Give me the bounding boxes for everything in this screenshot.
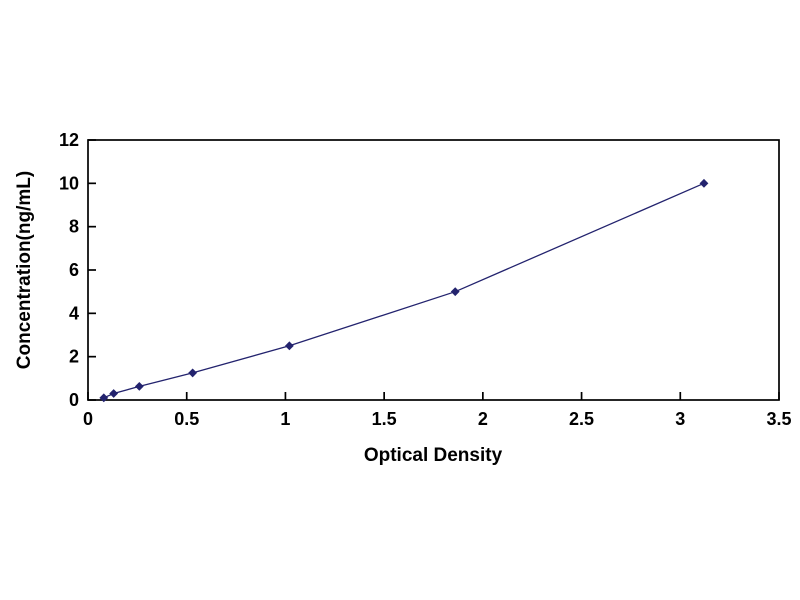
data-point-marker xyxy=(188,368,198,378)
y-tick-label: 6 xyxy=(69,260,79,280)
y-tick-label: 8 xyxy=(69,217,79,237)
x-tick-label: 1.5 xyxy=(372,409,397,429)
data-point-marker xyxy=(284,341,294,351)
y-axis-label: Concentration(ng/mL) xyxy=(14,171,35,369)
x-tick-label: 1 xyxy=(280,409,290,429)
x-tick-label: 3 xyxy=(675,409,685,429)
x-tick-label: 3.5 xyxy=(766,409,791,429)
y-tick-label: 4 xyxy=(69,303,79,323)
x-axis-label: Optical Density xyxy=(364,445,503,466)
x-tick-label: 2 xyxy=(478,409,488,429)
x-tick-label: 0 xyxy=(83,409,93,429)
data-point-marker xyxy=(450,287,460,297)
y-tick-label: 2 xyxy=(69,347,79,367)
data-point-marker xyxy=(134,381,144,391)
y-tick-label: 0 xyxy=(69,390,79,410)
x-tick-label: 2.5 xyxy=(569,409,594,429)
data-point-marker xyxy=(699,178,709,188)
series-line xyxy=(103,182,705,399)
x-tick-label: 0.5 xyxy=(174,409,199,429)
data-point-marker xyxy=(99,393,109,403)
data-point-marker xyxy=(109,389,119,398)
plot-frame xyxy=(87,139,780,401)
y-tick-label: 10 xyxy=(59,173,79,193)
y-tick-label: 12 xyxy=(59,130,79,150)
